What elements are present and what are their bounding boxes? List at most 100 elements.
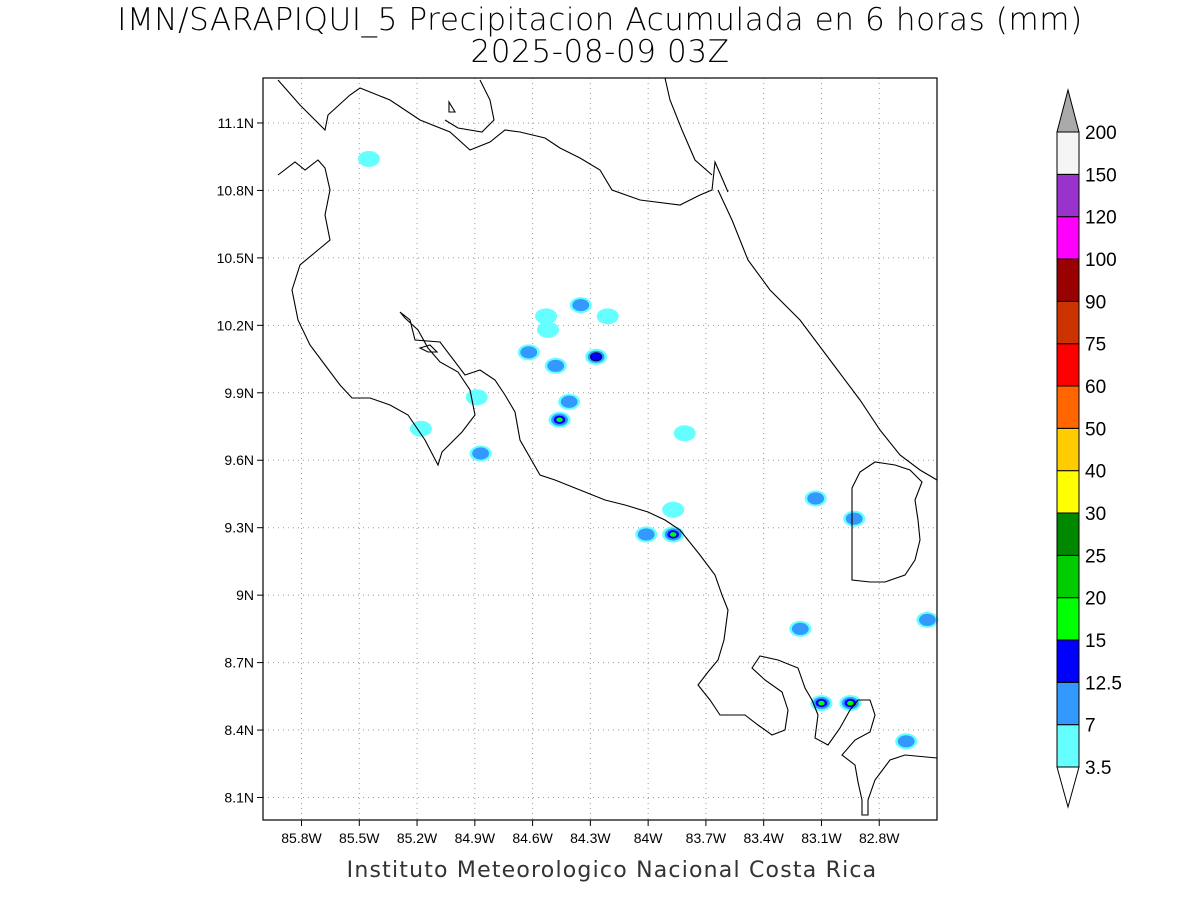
x-axis-ticks: 85.8W 85.5W 85.2W 84.9W 84.6W 84.3W 84W 83.7W 83… bbox=[281, 820, 900, 846]
precip-contour bbox=[918, 613, 936, 626]
precip-contour bbox=[669, 532, 677, 537]
colorbar-label: 3.5 bbox=[1085, 758, 1111, 779]
precip-cell bbox=[544, 357, 567, 374]
precip-cell bbox=[548, 411, 571, 428]
precip-contour bbox=[537, 321, 560, 338]
precip-contour bbox=[520, 346, 538, 359]
colorbar-legend: 3.5 7 12.5 15 20 25 30 40 50 60 75 90 100 120 150 200 bbox=[1056, 88, 1122, 809]
y-axis-ticks: 11.1N 10.8N 10.5N 10.2N 9.9N 9.6N 9.3N 9N 8.7N 8.… bbox=[217, 115, 263, 806]
precip-contour bbox=[847, 700, 854, 706]
precip-contour bbox=[535, 308, 558, 325]
precip-contour bbox=[547, 359, 565, 372]
precip-contour bbox=[596, 308, 619, 325]
colorbar-segment bbox=[1056, 385, 1080, 429]
x-tick-label: 84.9W bbox=[455, 830, 496, 846]
colorbar-segment bbox=[1056, 681, 1080, 726]
x-tick-label: 85.8W bbox=[281, 830, 322, 846]
colorbar-segment bbox=[1056, 554, 1080, 599]
colorbar-label: 50 bbox=[1085, 419, 1106, 440]
gulf-island bbox=[418, 344, 439, 353]
y-tick-label: 9N bbox=[236, 587, 254, 603]
y-tick-label: 10.5N bbox=[217, 250, 254, 266]
y-tick-label: 9.3N bbox=[224, 520, 254, 536]
precip-contour bbox=[472, 447, 490, 460]
colorbar-label: 25 bbox=[1085, 546, 1106, 567]
colorbar-label: 20 bbox=[1085, 589, 1106, 610]
precip-contour bbox=[673, 425, 696, 442]
precip-cell bbox=[537, 321, 560, 338]
colorbar-segment bbox=[1056, 216, 1080, 260]
lake-nicaragua-shore bbox=[444, 79, 495, 133]
colorbar-segment bbox=[1056, 639, 1080, 683]
colorbar-under-arrow bbox=[1056, 766, 1080, 809]
colorbar-segment bbox=[1056, 427, 1080, 472]
precip-contour bbox=[637, 528, 655, 541]
precip-cell bbox=[585, 348, 608, 365]
colorbar-segment bbox=[1056, 470, 1080, 514]
pacific-coast-north bbox=[277, 159, 938, 816]
colorbar-label: 40 bbox=[1085, 462, 1106, 483]
map-date: 2025-08-09 03Z bbox=[470, 34, 729, 70]
precip-contour bbox=[357, 150, 380, 167]
precip-cell bbox=[596, 308, 619, 325]
precip-cell bbox=[662, 501, 685, 518]
precip-cell bbox=[535, 308, 558, 325]
colorbar-segment bbox=[1056, 300, 1080, 345]
precip-contour bbox=[556, 417, 563, 423]
y-tick-label: 10.8N bbox=[217, 182, 254, 198]
x-tick-label: 84.6W bbox=[512, 830, 553, 846]
precip-cell bbox=[843, 510, 866, 527]
footer-credit: Instituto Meteorologico Nacional Costa R… bbox=[347, 858, 878, 883]
plot-area bbox=[263, 78, 937, 820]
map-title: IMN/SARAPIQUI_5 Precipitacion Acumulada … bbox=[117, 2, 1083, 38]
colorbar-label: 15 bbox=[1085, 631, 1106, 652]
precip-cell bbox=[662, 526, 685, 543]
colorbar-label: 120 bbox=[1085, 208, 1117, 229]
x-tick-label: 85.2W bbox=[397, 830, 438, 846]
precip-contour bbox=[560, 395, 578, 408]
x-tick-label: 84W bbox=[634, 830, 664, 846]
north-border bbox=[277, 79, 729, 206]
precip-cell bbox=[895, 733, 918, 750]
precip-cell bbox=[465, 389, 488, 406]
precip-cell bbox=[469, 445, 492, 462]
precip-contour bbox=[845, 512, 863, 525]
precip-contour bbox=[572, 298, 590, 312]
precip-contour bbox=[818, 700, 825, 706]
precip-contour bbox=[791, 622, 809, 635]
colorbar-label: 90 bbox=[1085, 292, 1106, 313]
colorbar-segment bbox=[1056, 512, 1080, 556]
caribbean-coast bbox=[664, 77, 938, 481]
precip-cell bbox=[916, 611, 939, 628]
coastlines bbox=[277, 77, 938, 816]
lake-island bbox=[448, 100, 456, 113]
precip-cell bbox=[810, 695, 833, 712]
colorbar-label: 7 bbox=[1085, 716, 1096, 737]
plot-frame bbox=[262, 77, 938, 821]
y-tick-label: 8.1N bbox=[224, 790, 254, 806]
colorbar-label: 60 bbox=[1085, 377, 1106, 398]
panama-border bbox=[851, 461, 923, 583]
precip-contour bbox=[662, 501, 685, 518]
x-tick-label: 83.4W bbox=[743, 830, 784, 846]
x-tick-label: 83.7W bbox=[686, 830, 727, 846]
precip-cell bbox=[804, 490, 827, 507]
y-tick-label: 9.6N bbox=[224, 452, 254, 468]
precip-cell bbox=[635, 526, 658, 543]
precip-cell bbox=[839, 695, 862, 712]
precip-cell bbox=[789, 620, 812, 637]
precip-cell bbox=[409, 420, 432, 437]
precip-contour bbox=[465, 389, 488, 406]
y-tick-label: 8.7N bbox=[224, 655, 254, 671]
x-tick-label: 83.1W bbox=[801, 830, 842, 846]
x-tick-label: 85.5W bbox=[339, 830, 380, 846]
precip-cell bbox=[357, 150, 380, 167]
x-tick-label: 82.8W bbox=[859, 830, 900, 846]
colorbar-label: 12.5 bbox=[1085, 673, 1122, 694]
precip-cell bbox=[517, 344, 540, 361]
y-tick-label: 10.2N bbox=[217, 317, 254, 333]
colorbar-label: 75 bbox=[1085, 335, 1106, 356]
y-tick-label: 8.4N bbox=[224, 722, 254, 738]
precip-cell bbox=[558, 393, 581, 410]
